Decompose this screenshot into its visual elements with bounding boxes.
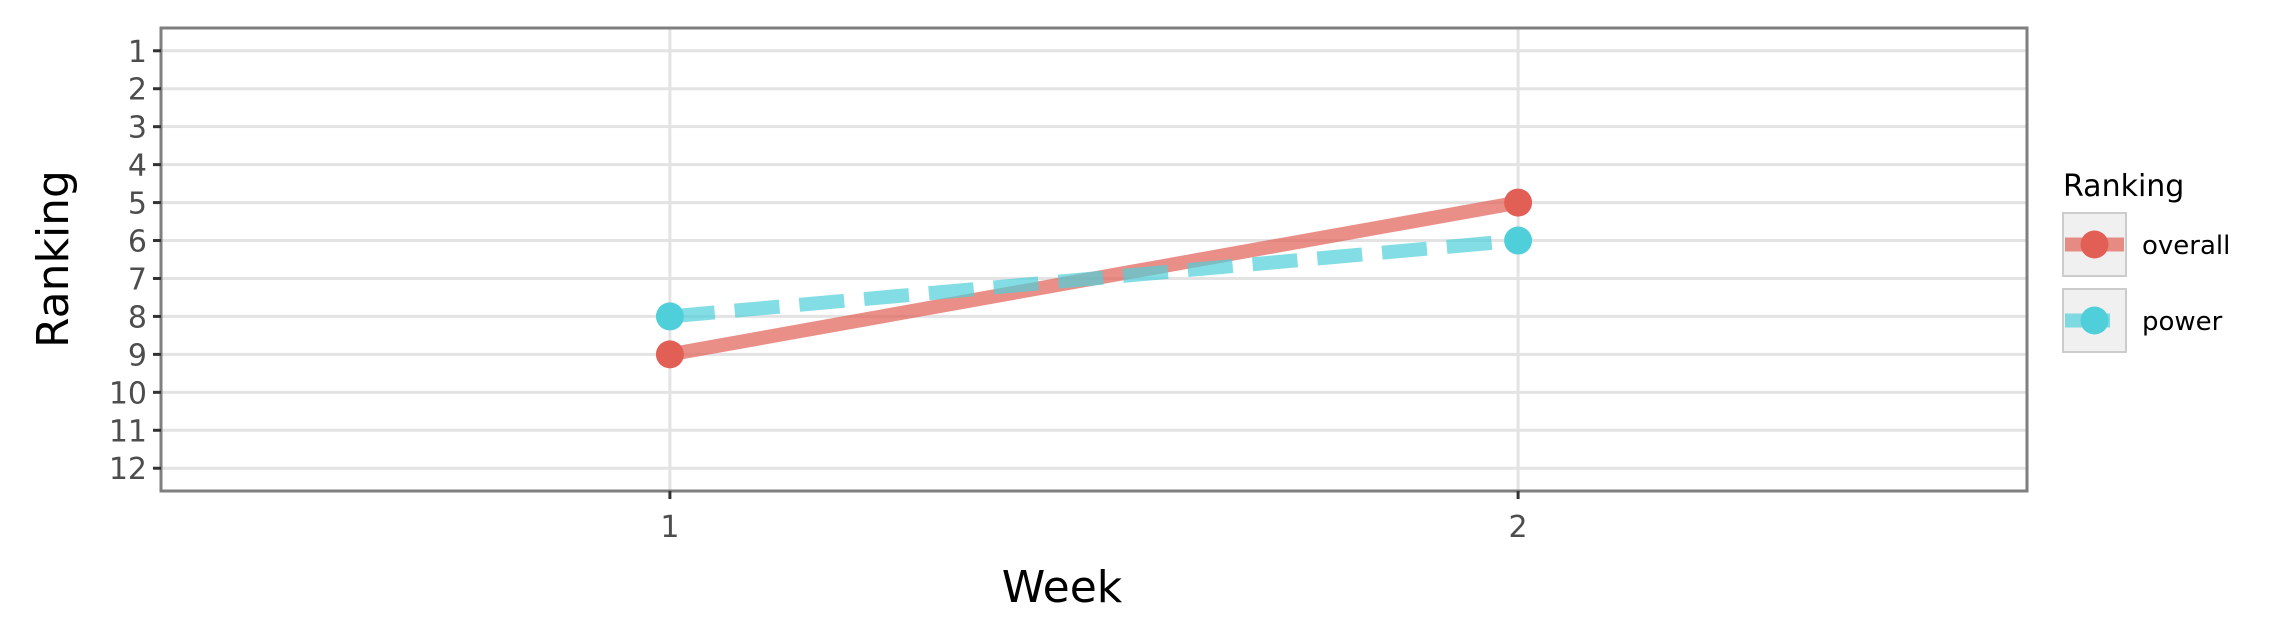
plot-frame [159,26,2029,493]
y-tick-label: 9 [128,338,147,373]
y-tick-label: 11 [109,414,147,449]
y-tick-label: 8 [128,300,147,335]
series-line-power [669,233,1519,324]
y-tick-label: 2 [128,73,147,108]
data-point-overall [655,340,684,369]
series-layer [655,188,1533,369]
legend: Ranking overall power [2062,169,2230,353]
y-tick-label: 12 [109,452,147,487]
y-tick-label: 7 [128,262,147,297]
data-point-power [1504,226,1533,255]
y-tick-label: 5 [128,187,147,222]
legend-title: Ranking [2063,169,2184,204]
legend-item-overall: overall [2062,212,2230,277]
y-tick-label: 1 [128,35,147,70]
gridlines [161,28,2027,491]
legend-label: power [2142,307,2223,337]
legend-key-point [2080,306,2109,335]
legend-item-power: power [2062,288,2223,353]
x-tick-label: 2 [1509,510,1528,545]
y-tick-label: 4 [128,149,147,184]
y-tick-label: 6 [128,225,147,260]
legend-label: overall [2142,231,2230,261]
data-point-power [655,302,684,331]
x-axis-title: Week [1002,562,1123,613]
y-tick-label: 10 [109,376,147,411]
x-tick-label: 1 [660,510,679,545]
data-point-overall [1504,188,1533,217]
y-axis-title: Ranking [28,170,79,348]
y-tick-label: 3 [128,111,147,146]
legend-key-point [2080,230,2109,259]
